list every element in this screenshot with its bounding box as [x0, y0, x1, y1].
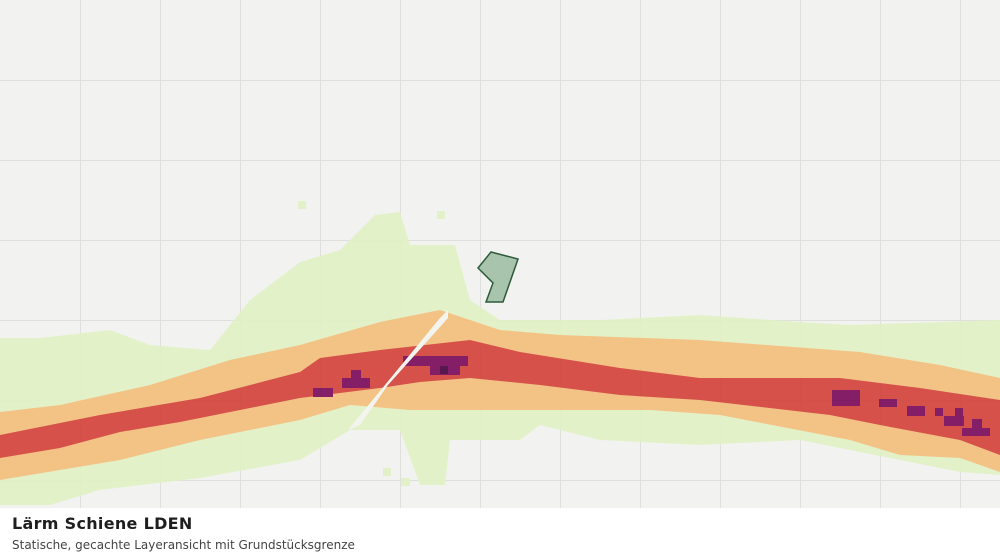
noise-cell: [955, 408, 963, 416]
noise-gap: [348, 310, 448, 430]
noise-cell: [962, 428, 990, 436]
noise-cell: [832, 390, 860, 406]
noise-cell: [935, 408, 943, 416]
noise-cell: [351, 370, 361, 378]
noise-zone-high: [0, 340, 1000, 458]
noise-cell: [401, 478, 410, 486]
noise-cell: [944, 416, 964, 426]
noise-cell: [879, 399, 897, 407]
layer-title: Lärm Schiene LDEN: [12, 514, 193, 533]
noise-cell: [383, 468, 391, 476]
noise-cell: [298, 201, 306, 209]
noise-zone-medium: [0, 310, 1000, 480]
noise-cell: [907, 406, 925, 416]
parcel-boundary[interactable]: [476, 251, 519, 303]
caption: Lärm Schiene LDEN Statische, gecachte La…: [0, 508, 1000, 560]
layer-subtitle: Statische, gecachte Layeransicht mit Gru…: [12, 538, 355, 552]
noise-layer: [0, 201, 1000, 505]
noise-cell: [342, 378, 370, 388]
noise-cell: [972, 419, 982, 429]
map-view[interactable]: [0, 0, 1000, 508]
noise-cell: [440, 366, 448, 374]
noise-cell: [437, 211, 445, 219]
noise-cell: [313, 388, 333, 397]
noise-cell: [403, 356, 468, 366]
